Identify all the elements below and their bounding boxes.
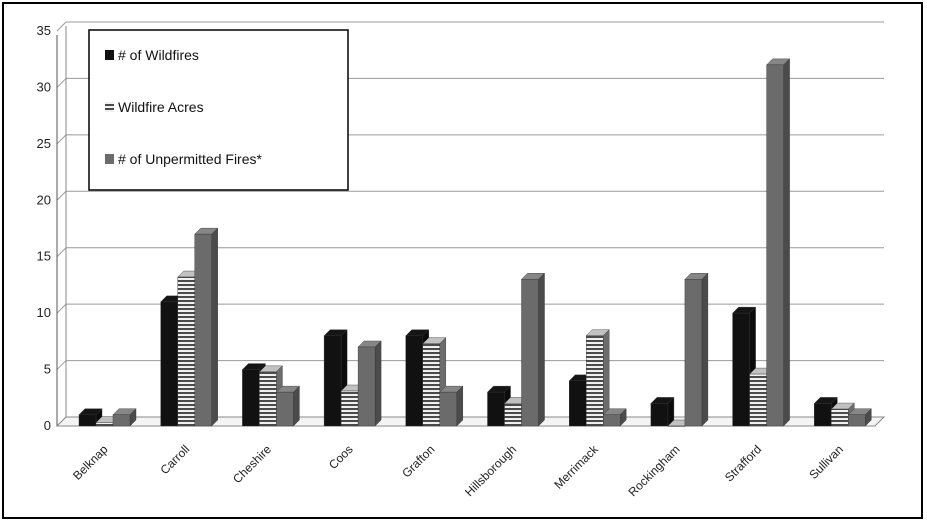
bar (357, 346, 376, 427)
bar (569, 380, 587, 427)
bar (521, 279, 539, 427)
x-tick-label: Cheshire (230, 442, 274, 486)
y-tick-label: 35 (37, 23, 51, 38)
gridline-depth (56, 303, 67, 314)
x-tick-label: Belknap (70, 442, 111, 483)
bar (586, 335, 604, 427)
y-tick-label: 0 (44, 418, 51, 433)
gridline-depth (56, 78, 67, 88)
legend-swatch-wildfires (105, 50, 114, 60)
bar (78, 414, 97, 427)
y-tick-label: 30 (37, 79, 51, 94)
y-tick-label: 10 (37, 305, 51, 320)
x-tick-label: Hillsborough (462, 442, 519, 499)
bar (684, 279, 703, 427)
gridline-depth (56, 360, 67, 370)
bar (95, 422, 114, 427)
bar (749, 373, 767, 427)
x-tick-label: Merrimack (551, 442, 601, 492)
bars (78, 58, 872, 427)
gridline-depth (56, 247, 67, 258)
bar (323, 335, 342, 427)
gridline-depth (56, 21, 67, 32)
legend: # of Wildfires Wildfire Acres # of Unper… (88, 29, 349, 191)
bar (650, 403, 669, 427)
legend-swatch-acres (105, 102, 114, 112)
bar (259, 371, 277, 427)
bar (340, 390, 359, 427)
bar-side (783, 58, 790, 427)
bar-side (701, 272, 709, 427)
bar (848, 414, 866, 427)
bar (177, 276, 195, 427)
bar (814, 403, 832, 427)
bar-side (456, 385, 463, 427)
legend-label-unpermitted: # of Unpermitted Fires* (118, 151, 262, 167)
bar (405, 335, 423, 427)
bar-side (211, 227, 218, 427)
x-tick-label: Sullivan (806, 442, 846, 482)
legend-label-wildfires: # of Wildfires (118, 47, 199, 63)
x-tick-label: Carroll (157, 442, 192, 477)
category-labels: Belknap Carroll Cheshire Coos Grafton Hillsbo… (70, 442, 846, 500)
legend-label-acres: Wildfire Acres (118, 99, 204, 115)
legend-swatch-unpermitted (105, 154, 114, 164)
gridline-depth (56, 134, 67, 145)
x-tick-label: Coos (326, 442, 356, 472)
bar (766, 64, 784, 427)
bar (439, 391, 457, 427)
x-tick-label: Strafford (722, 442, 764, 484)
bar (487, 391, 505, 427)
bar (422, 343, 440, 427)
legend-box (88, 29, 349, 191)
x-tick-label: Grafton (399, 442, 437, 480)
bar-chart: 0 5 10 15 20 25 30 35 Belknap Carroll Cheshire Coo… (37, 21, 886, 500)
y-tick-label: 25 (37, 136, 51, 151)
bar (112, 414, 131, 427)
bar (160, 301, 178, 427)
y-tick-label: 15 (37, 249, 51, 264)
bar (667, 425, 686, 427)
bar (242, 369, 260, 427)
y-tick-label: 20 (37, 192, 51, 207)
bar-side (538, 272, 545, 427)
bar-side (293, 385, 300, 427)
gridline-depth (56, 190, 67, 201)
bar-side (374, 340, 382, 427)
x-tick-label: Rockingham (625, 442, 682, 499)
bar (831, 408, 849, 427)
bar (732, 312, 750, 427)
bar (194, 233, 212, 427)
bar (504, 403, 522, 427)
bar (276, 391, 294, 427)
y-tick-label: 5 (44, 362, 51, 377)
bar (603, 414, 621, 427)
